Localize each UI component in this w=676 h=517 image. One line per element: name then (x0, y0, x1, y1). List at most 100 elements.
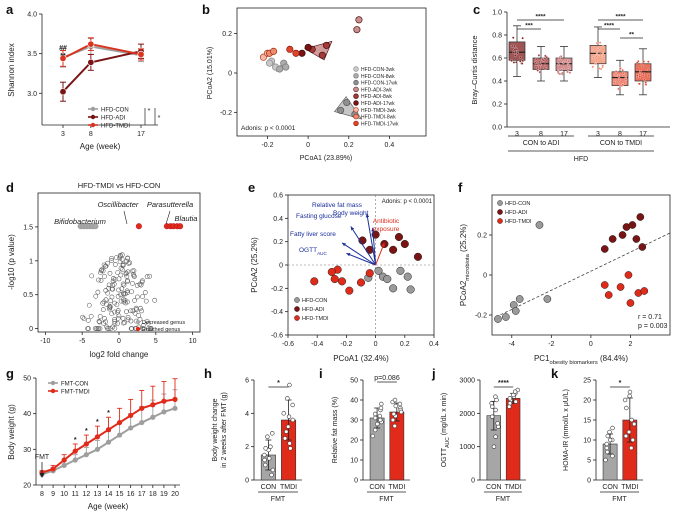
sig-annotation: * (148, 108, 151, 115)
genus-label: Blautia (175, 214, 198, 223)
sample-point (286, 45, 294, 53)
y-tick-label: 4.0 (27, 12, 37, 19)
y-axis-title: PCoA2 (25.2%) (250, 237, 259, 293)
y-tick-label: 0 (245, 478, 249, 485)
x-tick-label: -0.6 (282, 341, 294, 348)
jitter-point (538, 67, 541, 71)
genus-point (137, 281, 143, 287)
x-tick-label: 8 (618, 131, 622, 138)
y-tick-label: 3.5 (27, 51, 37, 58)
genus-point (117, 255, 123, 261)
x-tick-label: 2 (628, 341, 632, 348)
legend-marker (50, 388, 56, 394)
genus-point (125, 299, 130, 305)
y-tick-label: 10 (350, 458, 358, 465)
group-label: CON to TMDI (600, 140, 642, 147)
y-tick-label: 30 (23, 447, 31, 454)
x-tick-label: 12 (82, 491, 90, 498)
sig-annotation: **** (615, 14, 626, 21)
sig-annotation: * (107, 410, 110, 417)
title-span: (25.2%) (459, 224, 468, 255)
sig-annotation: **** (604, 23, 615, 30)
legend-label: HFD-CON (302, 298, 327, 304)
sample-point (298, 49, 306, 57)
plot-frame (491, 194, 671, 336)
genus-point (106, 326, 112, 331)
sig-annotation: * (74, 437, 77, 444)
data-point (83, 452, 89, 458)
sample-dot (379, 401, 384, 407)
genus-point (96, 318, 102, 324)
arrow-label: OGTTAUC (299, 247, 328, 256)
jitter-point (538, 65, 541, 69)
sample-dot (263, 462, 268, 468)
jitter-point (596, 48, 600, 52)
y-tick-label: 1.5 (23, 224, 33, 231)
sample-point (318, 51, 326, 59)
x-tick-label: -5 (79, 338, 85, 345)
genus-point (121, 299, 127, 305)
group-label: FMT (379, 496, 394, 503)
genus-point (116, 276, 122, 282)
jitter-point (513, 54, 517, 57)
sample-dot (392, 397, 398, 403)
loading-arrow (350, 226, 377, 266)
legend-marker (353, 66, 359, 72)
sample-dot (493, 407, 498, 413)
genus-point (118, 272, 124, 278)
jitter-point (641, 64, 645, 68)
x-tick-label: 0.2 (344, 142, 354, 149)
x-tick-label: 10 (189, 338, 197, 345)
arrow-label: Fatty liver score (290, 231, 336, 238)
y-tick-label: 0.6 (492, 56, 502, 63)
jitter-point (638, 75, 642, 78)
jitter-point (558, 57, 561, 60)
sample-point (345, 286, 354, 295)
x-axis-title: PCoA1 (23.89%) (300, 155, 353, 162)
x-tick-label: -0.4 (311, 341, 323, 348)
y-tick-label: 0.2 (273, 239, 283, 246)
jitter-point (512, 36, 515, 39)
genus-point (144, 318, 150, 324)
jitter-point (562, 61, 565, 64)
sample-dot (378, 417, 383, 423)
y-tick-label: 1.0 (492, 10, 502, 17)
group-label: FMT (612, 496, 627, 503)
x-axis-title: PC1obesity biomarkers (84.4%) (534, 354, 628, 366)
sample-point (304, 43, 312, 51)
jitter-point (521, 36, 524, 40)
genus-point (98, 278, 104, 283)
sample-dot (281, 411, 286, 416)
sample-dot (375, 421, 380, 427)
sample-dot (490, 404, 495, 409)
genus-point (102, 316, 107, 321)
x-tick-label: -0.2 (261, 142, 273, 149)
genus-point (103, 263, 109, 269)
jitter-point (597, 67, 601, 70)
data-point (61, 457, 67, 463)
jitter-point (535, 58, 538, 61)
stat-text: r = 0.71 (638, 314, 662, 321)
y-tick-label: 2000 (459, 411, 475, 418)
genus-point (127, 260, 133, 266)
sample-dot (265, 434, 270, 439)
arrow-head (371, 227, 375, 232)
jitter-point (544, 54, 547, 58)
genus-point (81, 316, 87, 322)
jitter-point (643, 78, 646, 82)
genus-point (142, 290, 148, 295)
genus-point (102, 264, 108, 269)
jitter-point (560, 68, 563, 72)
sample-point (515, 295, 524, 303)
x-tick-label: CON (369, 484, 385, 491)
genus-point (132, 298, 137, 303)
genus-point (115, 315, 121, 321)
genus-point (133, 305, 139, 311)
data-point (128, 425, 134, 431)
genus-point (105, 260, 110, 266)
sample-dot (262, 452, 267, 458)
legend-marker (294, 306, 300, 312)
genus-point (130, 272, 136, 277)
group-label: HFD (574, 156, 588, 163)
jitter-point (538, 60, 542, 64)
